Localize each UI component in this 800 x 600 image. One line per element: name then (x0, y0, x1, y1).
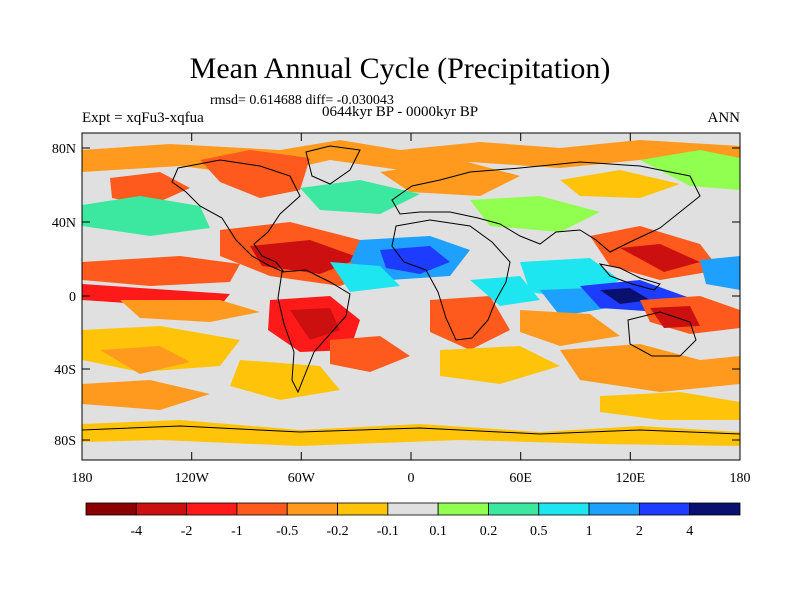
lon-tick-label: 60W (288, 471, 316, 486)
colorbar-swatch (387, 502, 439, 516)
anomaly-region (380, 160, 520, 196)
colorbar-label: -1 (231, 524, 243, 539)
colorbar-swatch (85, 502, 137, 516)
anomaly-region (330, 262, 400, 292)
colorbar-label: 4 (686, 524, 693, 539)
anomaly-region (200, 150, 310, 198)
anomaly-region (620, 244, 700, 272)
lon-tick-label: 0 (408, 471, 415, 486)
colorbar-label: 0.1 (429, 524, 447, 539)
colorbar-label: -2 (181, 524, 193, 539)
anomaly-region (470, 196, 600, 232)
colorbar-swatch (236, 502, 288, 516)
lat-tick-label: 80S (54, 434, 76, 449)
lon-tick-label: 120E (616, 471, 646, 486)
colorbar-label: 0.5 (530, 524, 548, 539)
antarctica-outline (82, 425, 740, 435)
colorbar-swatch (538, 502, 590, 516)
anomaly-region (600, 288, 650, 304)
greenland-outline (305, 145, 361, 185)
anomaly-region (230, 360, 340, 400)
australia-outline (627, 311, 697, 357)
anomaly-region (82, 196, 210, 236)
lat-tick-label: 80N (52, 142, 76, 157)
lat-tick-label: 40N (52, 216, 76, 231)
map-title: Mean Annual Cycle (Precipitation) (189, 52, 611, 85)
colorbar-label: -0.1 (377, 524, 399, 539)
anomaly-region (330, 336, 410, 372)
colorbar-swatch (488, 502, 540, 516)
anomaly-region (300, 180, 420, 214)
colorbar-swatch (588, 502, 640, 516)
period-label: 0644kyr BP - 0000kyr BP (322, 104, 479, 120)
rmsd-diff-stats: rmsd= 0.614688 diff= -0.030043 (210, 93, 394, 108)
colorbar-label: -0.2 (326, 524, 348, 539)
colorbar-swatch (186, 502, 238, 516)
anomaly-region (430, 296, 510, 350)
anomaly-region (470, 276, 540, 306)
colorbar-swatch (337, 502, 389, 516)
anomaly-region (640, 150, 740, 190)
latitude-axis: 80N 40N 0 40S 80S (52, 142, 740, 449)
anomaly-region (120, 300, 260, 322)
lon-tick-label: 60E (509, 471, 532, 486)
anomaly-region (600, 392, 740, 420)
colorbar-label: 2 (636, 524, 643, 539)
anomaly-region (82, 420, 740, 446)
experiment-label: Expt = xqFu3-xqfua (82, 110, 204, 126)
anomaly-region (290, 308, 340, 340)
colorbar-label: 0.2 (480, 524, 498, 539)
anomaly-field-layer (82, 140, 740, 446)
lat-tick-label: 0 (69, 290, 76, 305)
anomaly-region (100, 346, 190, 374)
north-america-outline (171, 159, 301, 273)
colorbar-swatch (437, 502, 489, 516)
season-label: ANN (707, 110, 741, 126)
colorbar-swatch (689, 502, 741, 516)
colorbar-label: 1 (586, 524, 593, 539)
indonesia-outline (598, 263, 661, 291)
colorbar-swatch (638, 502, 691, 516)
south-america-outline (277, 269, 351, 394)
eurasia-outline (391, 161, 701, 253)
lon-tick-label: 120W (175, 471, 210, 486)
anomaly-region (440, 346, 560, 384)
anomaly-region (110, 172, 190, 206)
colorbar-label: -4 (130, 524, 142, 539)
anomaly-region (560, 170, 680, 198)
anomaly-region (82, 256, 240, 286)
colorbar-swatch (286, 502, 338, 516)
anomaly-region (700, 256, 740, 290)
anomaly-region (560, 344, 740, 392)
lon-tick-label: 180 (72, 471, 93, 486)
lat-tick-label: 40S (54, 363, 76, 378)
colorbar-label: -0.5 (276, 524, 298, 539)
lon-tick-label: 180 (730, 471, 751, 486)
colorbar-legend: -4 -2 -1 -0.5 -0.2 -0.1 0.1 0.2 0.5 1 2 4 (85, 502, 741, 539)
anomaly-region (520, 310, 620, 346)
africa-outline (391, 219, 511, 341)
longitude-axis: 180 120W 60W 0 60E 120E 180 (72, 133, 751, 486)
colorbar-swatch (135, 502, 188, 516)
anomaly-region (82, 380, 210, 410)
coastlines (82, 145, 740, 435)
